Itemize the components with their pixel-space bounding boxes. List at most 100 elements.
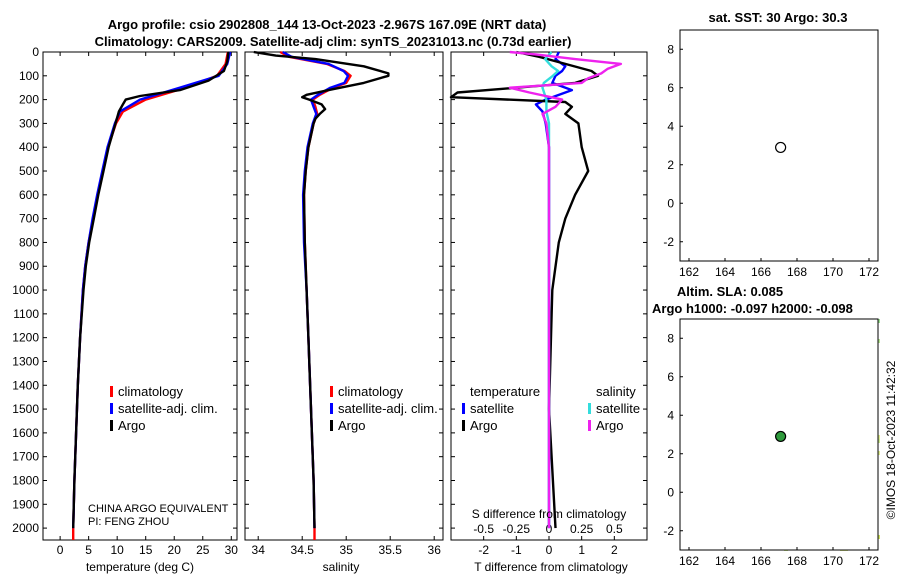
map-y-tick-label: 6 — [667, 81, 674, 95]
series-line-argo — [72, 51, 230, 529]
title-line-1: Argo profile: csio 2902808_144 13-Oct-20… — [108, 17, 547, 32]
y-tick-label: 300 — [19, 116, 39, 130]
x-tick-label: 25 — [196, 543, 210, 557]
legend-label-climatology-2: climatology — [338, 384, 404, 399]
y-tick-label: 100 — [19, 69, 39, 83]
institution-line-1: CHINA ARGO EQUIVALENT — [88, 503, 229, 515]
x-tick-label: 5 — [85, 543, 92, 557]
y-tick-label: 600 — [19, 188, 39, 202]
temperature-panel: 0 5 10 15 20 25 300100200300400500600700800900… — [12, 45, 238, 574]
x-tick-label: -1 — [511, 543, 522, 557]
legend-label-argo-2: Argo — [338, 418, 365, 433]
y-tick-label: 1700 — [12, 450, 39, 464]
sst-map-title: sat. SST: 30 Argo: 30.3 — [709, 10, 848, 25]
legend-label-s-satellite: satellite — [596, 401, 640, 416]
y-tick-label: 700 — [19, 212, 39, 226]
legend-label-climatology: climatology — [118, 384, 184, 399]
difference-legend: temperature satellite Argo salinity sate… — [462, 384, 640, 433]
map-y-tick-label: 0 — [667, 485, 674, 499]
t-difference-axis-label: T difference from climatology — [474, 560, 628, 574]
x-tick-label: 10 — [110, 543, 124, 557]
legend-label-t-argo: Argo — [470, 418, 497, 433]
y-tick-label: 1400 — [12, 378, 39, 392]
sla-float-marker — [775, 430, 787, 443]
legend-marker-climatology — [110, 386, 113, 397]
s-difference-axis-label: S difference from climatology — [472, 507, 627, 521]
series-line-temperature-argo — [449, 50, 600, 529]
x-tick-label: 35.5 — [379, 543, 403, 557]
sst-map: sat. SST: 30 Argo: 30.3 162 164 166 168 170 1… — [663, 10, 879, 279]
map-x-tick-label: 162 — [679, 265, 699, 279]
x-tick-label: 2 — [611, 543, 618, 557]
map-y-tick-label: 8 — [667, 331, 674, 345]
legend-marker-argo-2 — [330, 420, 333, 431]
legend-label-s-argo: Argo — [596, 418, 623, 433]
legend-marker-s-satellite — [588, 403, 591, 414]
x-tick-label: 30 — [225, 543, 239, 557]
legend-marker-argo — [110, 420, 113, 431]
sla-map-title-2: Argo h1000: -0.097 h2000: -0.098 — [652, 301, 853, 316]
sla-map-title-1: Altim. SLA: 0.085 — [677, 284, 783, 299]
series-line-argo — [253, 50, 390, 529]
x-tick-label: -2 — [478, 543, 489, 557]
legend-label-satellite: satellite-adj. clim. — [118, 401, 218, 416]
map-y-tick-label: -2 — [663, 235, 674, 249]
salinity-legend: climatology satellite-adj. clim. Argo — [330, 384, 438, 433]
map-x-tick-label: 172 — [859, 265, 879, 279]
map-y-tick-label: 2 — [667, 447, 674, 461]
map-y-tick-label: 8 — [667, 42, 674, 56]
map-x-tick-label: 172 — [859, 554, 879, 568]
x-tick-label: 0 — [546, 543, 553, 557]
x-tick-label: 15 — [139, 543, 153, 557]
legend-marker-climatology-2 — [330, 386, 333, 397]
s-tick-label: 0 — [546, 522, 553, 536]
legend-marker-t-argo — [462, 420, 465, 431]
y-tick-label: 1100 — [13, 307, 39, 321]
legend-label-argo: Argo — [118, 418, 145, 433]
map-y-tick-label: 4 — [667, 408, 674, 422]
y-tick-label: 1600 — [12, 426, 39, 440]
map-x-tick-label: 166 — [751, 554, 771, 568]
map-y-tick-label: 6 — [667, 370, 674, 384]
x-tick-label: 0 — [57, 543, 64, 557]
s-tick-label: 0.5 — [606, 522, 623, 536]
s-tick-label: -0.5 — [473, 522, 494, 536]
salinity-axis-label: salinity — [323, 560, 360, 574]
x-tick-label: 20 — [168, 543, 182, 557]
map-y-tick-label: 2 — [667, 158, 674, 172]
map-y-tick-label: 4 — [667, 119, 674, 133]
map-x-tick-label: 164 — [715, 265, 735, 279]
legend-marker-s-argo — [588, 420, 591, 431]
y-tick-label: 400 — [19, 140, 39, 154]
temperature-axis-label: temperature (deg C) — [86, 560, 194, 574]
legend-label-satellite-2: satellite-adj. clim. — [338, 401, 438, 416]
sst-float-marker — [775, 141, 787, 154]
x-tick-label: 1 — [578, 543, 585, 557]
y-tick-label: 1200 — [12, 331, 39, 345]
x-tick-label: 34.5 — [291, 543, 315, 557]
y-tick-label: 2000 — [12, 521, 39, 535]
map-y-tick-label: -2 — [663, 524, 674, 538]
temperature-legend: climatology satellite-adj. clim. Argo — [110, 384, 218, 433]
y-tick-label: 800 — [19, 235, 39, 249]
x-tick-label: 34 — [252, 543, 266, 557]
x-tick-label: 36 — [428, 543, 442, 557]
map-x-tick-label: 168 — [787, 265, 807, 279]
sla-map: Altim. SLA: 0.085 Argo h1000: -0.097 h20… — [652, 284, 880, 568]
y-tick-label: 1800 — [12, 473, 39, 487]
legend-title-temperature: temperature — [470, 384, 540, 399]
series-line-salinity-argo — [508, 50, 623, 529]
y-tick-label: 1000 — [12, 283, 39, 297]
map-x-tick-label: 164 — [715, 554, 735, 568]
map-x-tick-label: 166 — [751, 265, 771, 279]
salinity-panel: 34 34.5 35 35.5 36 salinity climatology sate… — [244, 50, 444, 574]
institution-line-2: PI: FENG ZHOU — [88, 516, 169, 528]
x-tick-label: 35 — [340, 543, 354, 557]
difference-panel: -2 -1 0 1 2 -0.5 -0.25 0 0.25 0.5 T difference fr… — [449, 50, 648, 574]
map-x-tick-label: 168 — [787, 554, 807, 568]
timestamp: ©IMOS 18-Oct-2023 11:42:32 — [884, 360, 898, 519]
legend-title-salinity: salinity — [596, 384, 636, 399]
y-tick-label: 1900 — [12, 497, 39, 511]
title-line-2: Climatology: CARS2009. Satellite-adj cli… — [95, 34, 572, 49]
